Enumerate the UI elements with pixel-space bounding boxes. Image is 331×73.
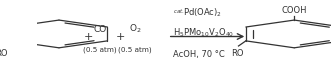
Text: RO: RO [0,49,8,58]
Text: +: + [116,32,125,41]
Text: H$_5$PMo$_{10}$V$_2$O$_{40}$: H$_5$PMo$_{10}$V$_2$O$_{40}$ [173,27,234,39]
Text: Pd(OAc)$_2$: Pd(OAc)$_2$ [183,7,222,19]
Text: CO: CO [94,25,107,34]
Text: O$_2$: O$_2$ [128,23,141,35]
Text: +: + [84,32,93,41]
Text: (0.5 atm): (0.5 atm) [118,46,152,53]
Text: $^{cat.}$: $^{cat.}$ [173,9,184,18]
Text: COOH: COOH [281,6,307,15]
Text: AcOH, 70 °C: AcOH, 70 °C [173,49,224,59]
Text: (0.5 atm): (0.5 atm) [83,46,117,53]
Text: RO: RO [231,49,243,58]
